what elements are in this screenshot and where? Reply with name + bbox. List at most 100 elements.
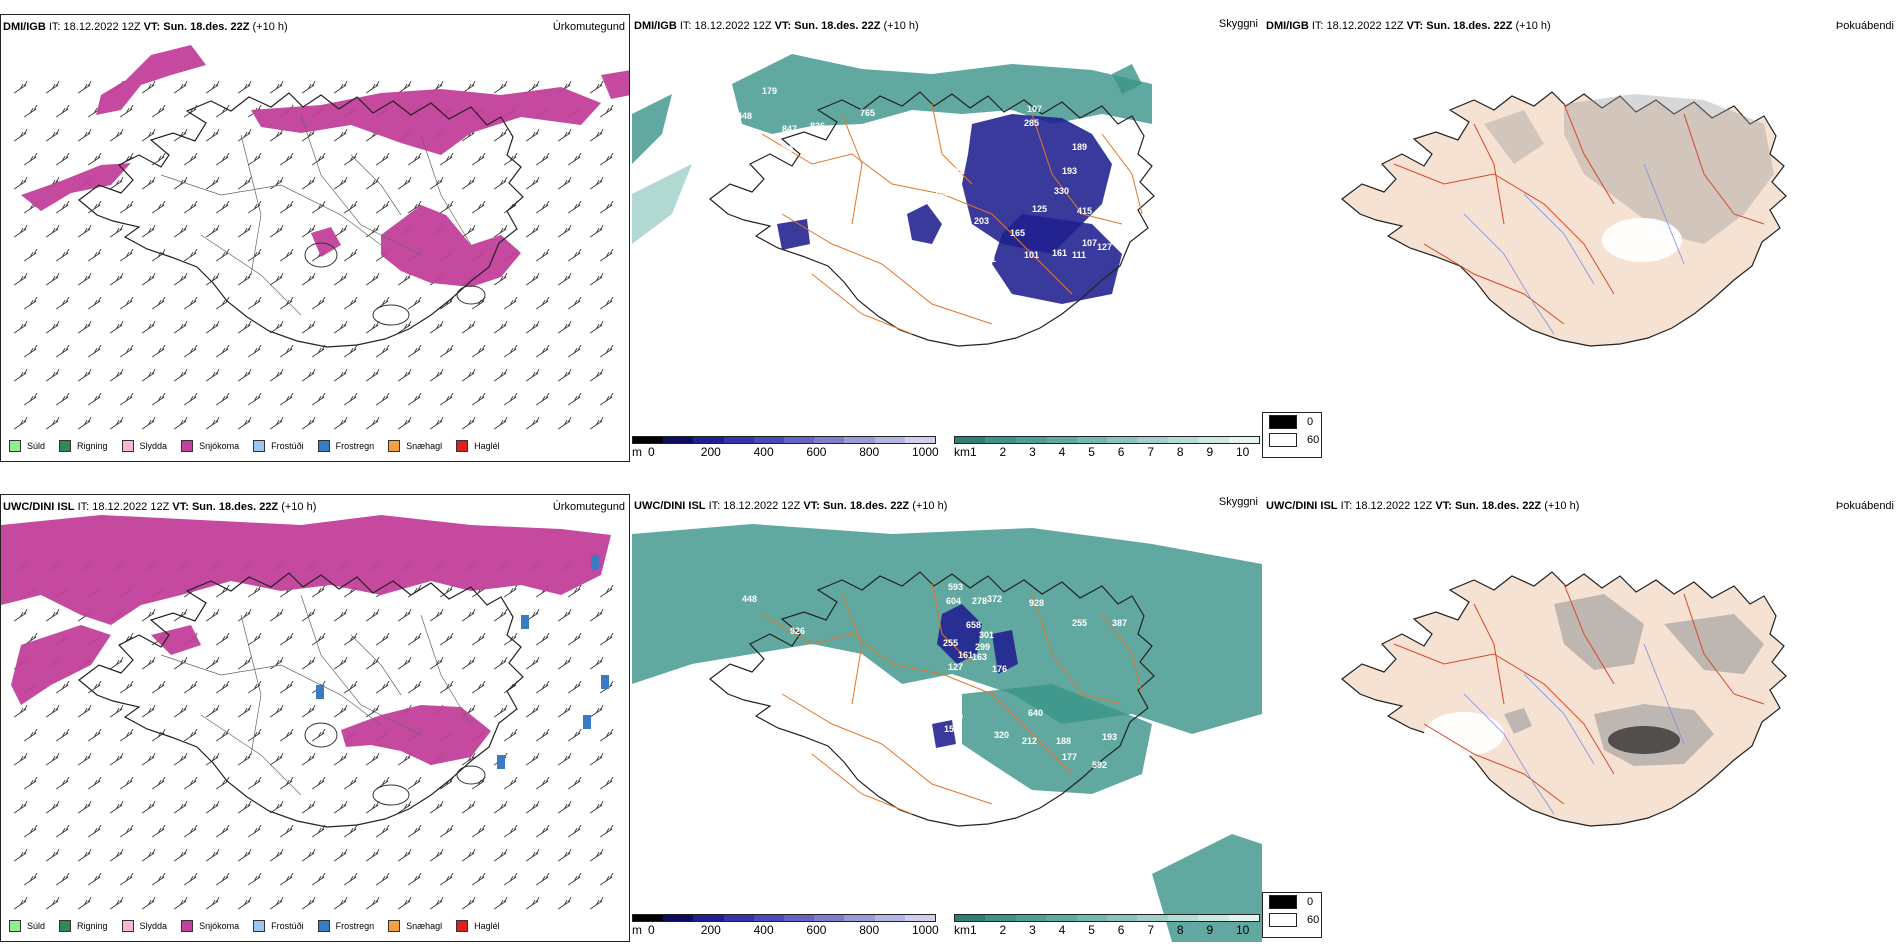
- wind-barb: [13, 608, 28, 622]
- legend-item: Slydda: [121, 920, 167, 932]
- precip-legend: Súld Rigning Slydda Snjókoma Frostúði Frostre…: [9, 437, 514, 455]
- wind-barb: [119, 776, 134, 790]
- wind-barb: [237, 272, 252, 286]
- snow-area: [251, 87, 601, 155]
- freezing-rain-patch: [601, 675, 609, 689]
- fog-indicator-map: [1264, 14, 1900, 462]
- wind-barb: [141, 848, 156, 862]
- wind-barb: [301, 80, 316, 94]
- vt-label: VT:: [1435, 500, 1452, 512]
- road-line: [1423, 723, 1565, 805]
- legend-item: Súld: [9, 440, 45, 452]
- lead-time: (+10 h): [252, 21, 288, 33]
- fog-legend-row: 60: [1269, 431, 1321, 449]
- fog-legend-swatch: [1269, 913, 1297, 927]
- wind-barb: [375, 344, 390, 358]
- interior-line: [420, 614, 472, 726]
- legend-label: Frostregn: [335, 921, 375, 931]
- fog-area: [1664, 614, 1764, 674]
- wind-barb: [109, 224, 124, 238]
- colorbar-segment: [633, 915, 664, 921]
- colorbar-tick-label: 4: [1058, 445, 1066, 459]
- wind-barb: [141, 656, 156, 670]
- freezing-rain-patch: [591, 555, 599, 569]
- wind-barb: [141, 752, 156, 766]
- interior-line: [350, 634, 402, 696]
- wind-barb: [311, 152, 326, 166]
- colorbar-unit: km: [954, 445, 970, 459]
- wind-barb: [493, 656, 508, 670]
- wind-barb: [397, 416, 412, 430]
- lead-time: (+10 h): [912, 500, 948, 512]
- wind-barb: [23, 392, 38, 406]
- it-label: IT:: [708, 500, 721, 512]
- fog-legend-row: 0: [1269, 413, 1321, 431]
- colorbar-tick-label: 10: [1236, 923, 1250, 937]
- road-line: [1473, 123, 1505, 225]
- cloud-base-label: 107: [1027, 104, 1042, 114]
- fog-legend-row: 60: [1269, 911, 1321, 929]
- vt-value: Sun. 18.des. 22Z: [794, 20, 881, 32]
- wind-barb: [183, 680, 198, 694]
- wind-barb: [269, 416, 284, 430]
- colorbar-segment: [1228, 437, 1260, 443]
- snow-area: [11, 625, 111, 705]
- cloud-base-label: 111: [982, 254, 996, 264]
- legend-swatch: [456, 920, 469, 932]
- wind-barb: [301, 176, 316, 190]
- wind-barb: [557, 848, 572, 862]
- it-value: 18.12.2022 12Z: [63, 21, 141, 33]
- wind-barb: [311, 824, 326, 838]
- vt-label: VT:: [803, 500, 820, 512]
- low-cloud-area: [962, 114, 1112, 254]
- legend-label: Súld: [27, 921, 46, 931]
- wind-barb: [55, 152, 70, 166]
- wind-barb: [397, 320, 412, 334]
- wind-barb: [173, 896, 188, 910]
- wind-barb: [23, 296, 38, 310]
- cloud-base-label: 640: [1028, 708, 1043, 718]
- colorbar-tick-label: 400: [753, 445, 774, 459]
- legend-label: Súld: [27, 441, 46, 451]
- wind-barb: [23, 344, 38, 358]
- wind-barb: [109, 416, 124, 430]
- wind-barb: [493, 416, 508, 430]
- colorbar-segment: [1167, 437, 1199, 443]
- wind-barb: [343, 776, 358, 790]
- colorbar-segment: [814, 437, 845, 443]
- colorbar-segment: [693, 915, 724, 921]
- wind-barb: [109, 752, 124, 766]
- wind-barb: [493, 896, 508, 910]
- cloud-base-label: 604: [946, 596, 961, 606]
- colorbar-unit: m: [632, 923, 642, 937]
- wind-barb: [269, 368, 284, 382]
- wind-barb: [77, 128, 92, 142]
- cloud-base-label: 255: [1072, 618, 1087, 628]
- legend-swatch: [253, 920, 266, 932]
- cloud-base-label: 593: [948, 582, 963, 592]
- wind-barb: [13, 416, 28, 430]
- wind-barb: [599, 200, 614, 214]
- wind-barb: [599, 824, 614, 838]
- cloud-base-label: 150: [948, 712, 963, 722]
- colorbar-segment: [784, 915, 815, 921]
- river-line: [1463, 693, 1555, 815]
- wind-barb: [589, 848, 604, 862]
- panel-header: UWC/DINI ISL IT: 18.12.2022 12Z VT: Sun.…: [3, 501, 316, 513]
- wind-barb: [461, 368, 476, 382]
- wind-barb: [407, 680, 422, 694]
- wind-barb: [493, 368, 508, 382]
- wind-barb: [589, 368, 604, 382]
- cloud-base-label: 163: [972, 652, 987, 662]
- wind-barb: [343, 248, 358, 262]
- wind-barb: [247, 296, 262, 310]
- wind-barb: [77, 848, 92, 862]
- wind-barb: [365, 896, 380, 910]
- wind-barb: [279, 152, 294, 166]
- cloud-base-label: 176: [992, 664, 1007, 674]
- wind-barb: [45, 896, 60, 910]
- wind-barb: [173, 368, 188, 382]
- wind-barb: [45, 128, 60, 142]
- colorbar-segment: [1046, 437, 1077, 443]
